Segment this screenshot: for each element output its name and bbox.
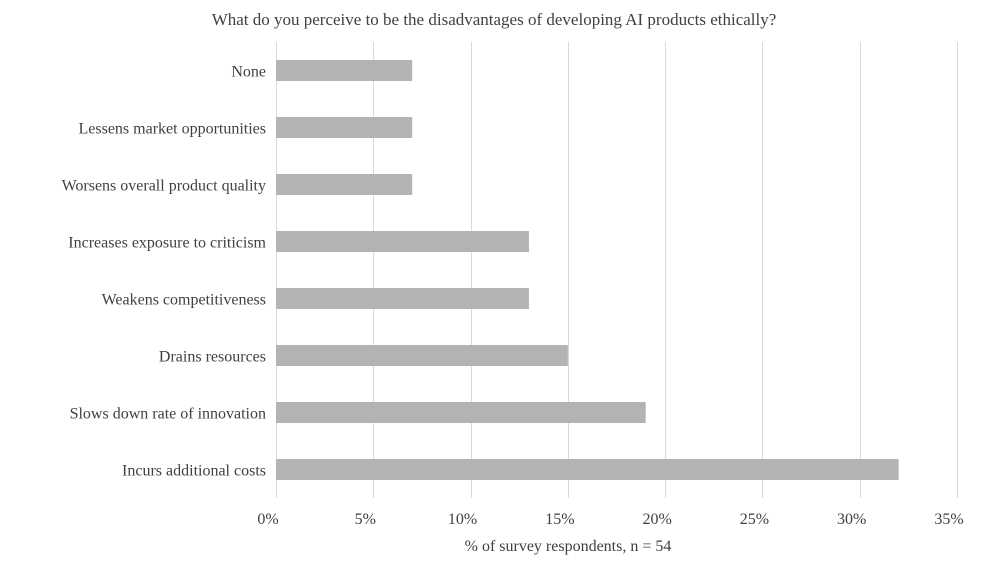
x-tick-label: 35%: [934, 511, 963, 528]
category-label: Increases exposure to criticism: [68, 235, 266, 252]
category-label: None: [231, 64, 266, 81]
category-label: Slows down rate of innovation: [70, 406, 266, 423]
bar: [276, 402, 646, 423]
category-label: Worsens overall product quality: [62, 178, 266, 195]
bars: [276, 60, 899, 480]
x-tick-labels: 0% 5% 10% 15% 20% 25% 30% 35%: [257, 511, 963, 528]
x-tick-label: 15%: [545, 511, 574, 528]
bar: [276, 288, 529, 309]
gridlines: [276, 42, 958, 498]
bar: [276, 60, 413, 81]
x-tick-label: 20%: [642, 511, 671, 528]
x-tick-label: 5%: [355, 511, 376, 528]
x-axis-label: % of survey respondents, n = 54: [465, 538, 672, 555]
bar: [276, 345, 568, 366]
x-tick-label: 0%: [257, 511, 278, 528]
x-tick-label: 30%: [837, 511, 866, 528]
bar: [276, 117, 413, 138]
x-tick-label: 25%: [740, 511, 769, 528]
category-labels: None Lessens market opportunities Worsens …: [62, 64, 267, 480]
category-label: Drains resources: [159, 349, 266, 366]
category-label: Incurs additional costs: [122, 463, 266, 480]
category-label: Weakens competitiveness: [102, 292, 266, 309]
bar: [276, 231, 529, 252]
bar: [276, 174, 413, 195]
chart-title: What do you perceive to be the disadvant…: [212, 10, 777, 29]
category-label: Lessens market opportunities: [78, 121, 266, 138]
x-tick-label: 10%: [448, 511, 477, 528]
bar: [276, 459, 899, 480]
